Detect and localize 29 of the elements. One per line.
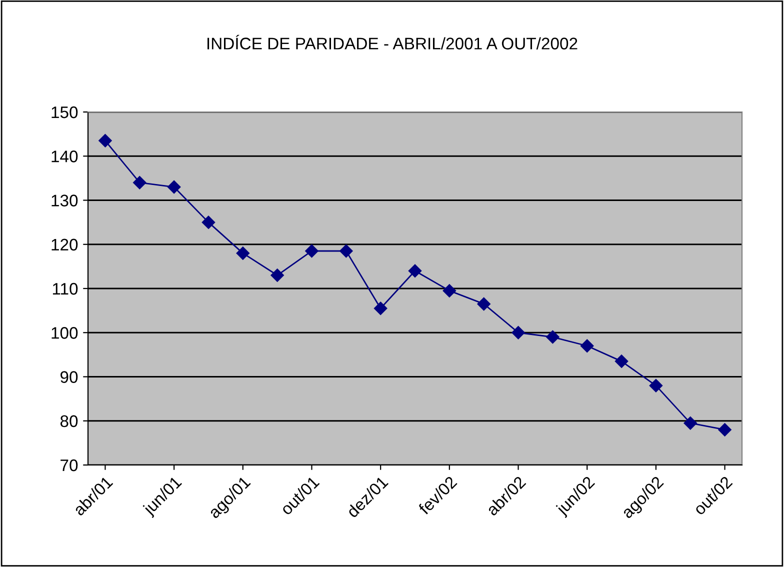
point (580, 339, 594, 352)
point (546, 330, 560, 344)
point (98, 134, 112, 148)
point (202, 216, 216, 229)
y-tick-label: 120 (52, 238, 78, 251)
point (442, 284, 456, 298)
point (340, 244, 353, 258)
y-tick-label: 130 (52, 194, 78, 206)
y-tick-label: 80 (60, 415, 78, 428)
point (305, 244, 318, 258)
point (167, 180, 181, 194)
point (408, 264, 422, 278)
point (614, 354, 628, 368)
y-tick-label: 100 (52, 327, 78, 339)
y-tick-label: 150 (52, 106, 78, 118)
point (718, 423, 732, 436)
point (374, 302, 388, 315)
point (133, 176, 146, 190)
point (512, 326, 525, 340)
y-tick-label: 70 (60, 459, 78, 472)
point (684, 416, 697, 430)
point (649, 378, 663, 392)
y-tick-label: 90 (60, 371, 78, 383)
point (270, 268, 284, 282)
y-tick-label: 110 (52, 282, 78, 295)
chart-title: INDÍCE DE PARIDADE - ABRIL/2001 A OUT/2002 (208, 34, 578, 50)
y-tick-label: 140 (52, 150, 78, 162)
point (477, 297, 490, 311)
point (236, 246, 250, 260)
